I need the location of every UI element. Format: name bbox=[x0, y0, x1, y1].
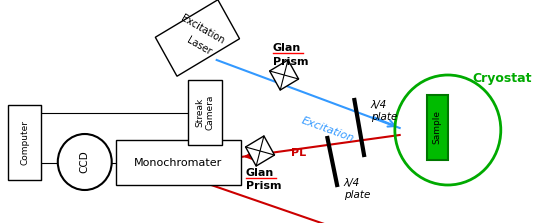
Text: Prism: Prism bbox=[246, 181, 281, 191]
Text: CCD: CCD bbox=[80, 151, 90, 173]
Text: Glan: Glan bbox=[246, 168, 274, 178]
Text: Computer: Computer bbox=[20, 120, 29, 165]
Text: Prism: Prism bbox=[273, 57, 308, 67]
Text: Excitation: Excitation bbox=[179, 14, 226, 46]
Polygon shape bbox=[155, 0, 240, 76]
Polygon shape bbox=[246, 136, 274, 166]
Text: Excitation: Excitation bbox=[300, 115, 355, 143]
Bar bbox=[188, 80, 221, 145]
Polygon shape bbox=[269, 60, 299, 90]
Text: λ/4
plate: λ/4 plate bbox=[371, 100, 397, 122]
Text: λ/4
plate: λ/4 plate bbox=[344, 178, 370, 200]
Text: Streak
Camera: Streak Camera bbox=[195, 95, 214, 130]
Text: Sample: Sample bbox=[433, 111, 442, 145]
Bar bbox=[427, 95, 448, 160]
Text: Laser: Laser bbox=[186, 35, 213, 57]
Text: Monochromater: Monochromater bbox=[134, 157, 222, 167]
Bar bbox=[8, 105, 42, 180]
Bar bbox=[116, 140, 241, 185]
Text: Glan: Glan bbox=[273, 43, 301, 53]
Text: Cryostat: Cryostat bbox=[472, 72, 531, 85]
Text: PL: PL bbox=[291, 148, 306, 158]
Circle shape bbox=[58, 134, 112, 190]
